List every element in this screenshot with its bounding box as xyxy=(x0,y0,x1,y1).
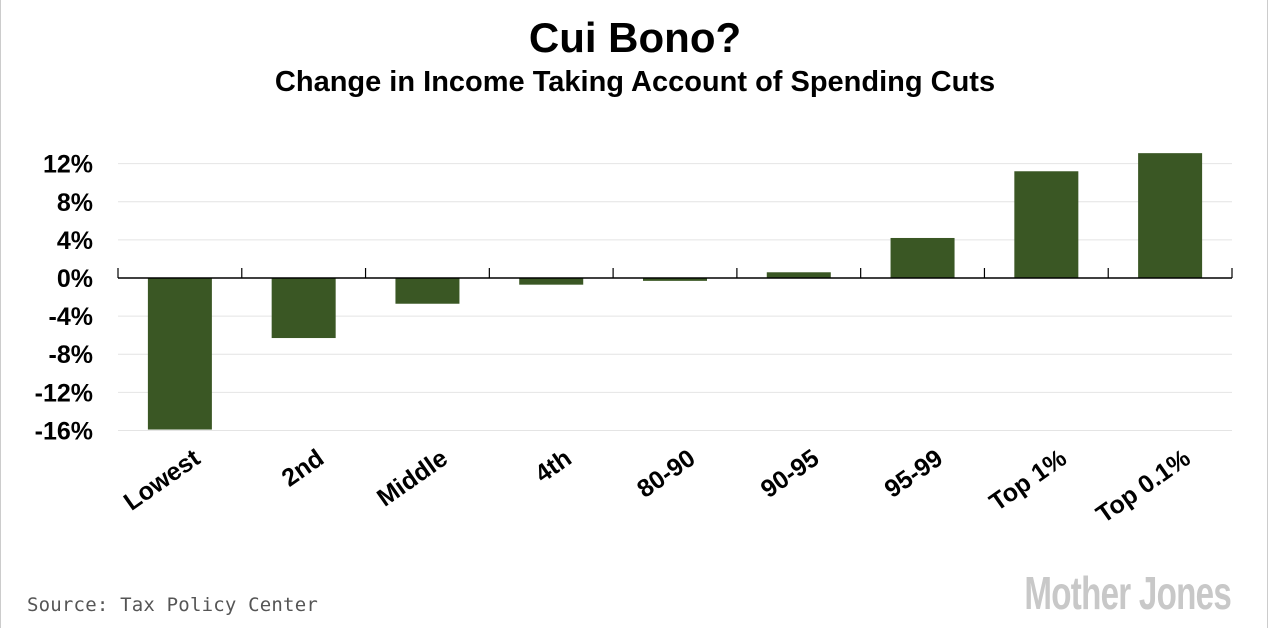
y-tick-label: -8% xyxy=(49,341,93,369)
chart-title: Cui Bono? xyxy=(528,14,742,61)
bar xyxy=(519,278,584,285)
y-tick-label: 0% xyxy=(57,265,93,293)
x-tick-label: 90-95 xyxy=(756,444,825,504)
x-tick-label: 4th xyxy=(530,444,577,488)
source-note: Source: Tax Policy Center xyxy=(27,594,318,616)
bar xyxy=(890,237,955,278)
y-tick-label: 12% xyxy=(43,151,93,179)
bar xyxy=(766,272,831,278)
x-tick-label: 2nd xyxy=(277,444,329,492)
x-tick-label: 80-90 xyxy=(632,444,700,504)
bar xyxy=(395,278,460,304)
x-tick-label: Top 1% xyxy=(984,444,1071,517)
y-tick-label: 4% xyxy=(57,227,93,255)
y-tick-label: -16% xyxy=(35,417,93,445)
y-tick-label: 8% xyxy=(57,189,93,217)
x-tick-label: Top 0.1% xyxy=(1091,444,1195,529)
x-tick-label: 95-99 xyxy=(880,444,948,504)
bar xyxy=(271,278,336,339)
bar xyxy=(1014,171,1079,278)
chart-subtitle: Change in Income Taking Account of Spend… xyxy=(274,66,996,98)
y-tick-label: -12% xyxy=(35,379,93,407)
bar xyxy=(643,278,707,281)
bar xyxy=(1138,153,1203,278)
mother-jones-logo: Mother Jones xyxy=(1024,567,1231,619)
y-tick-label: -4% xyxy=(49,303,93,331)
x-tick-label: Lowest xyxy=(119,444,206,517)
x-tick-label: Middle xyxy=(372,444,453,512)
bar xyxy=(147,278,212,430)
